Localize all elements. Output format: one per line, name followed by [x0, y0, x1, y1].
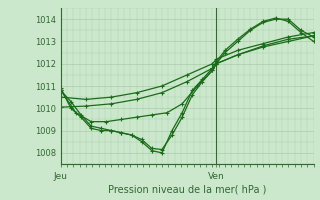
X-axis label: Pression niveau de la mer( hPa ): Pression niveau de la mer( hPa ) [108, 185, 266, 195]
